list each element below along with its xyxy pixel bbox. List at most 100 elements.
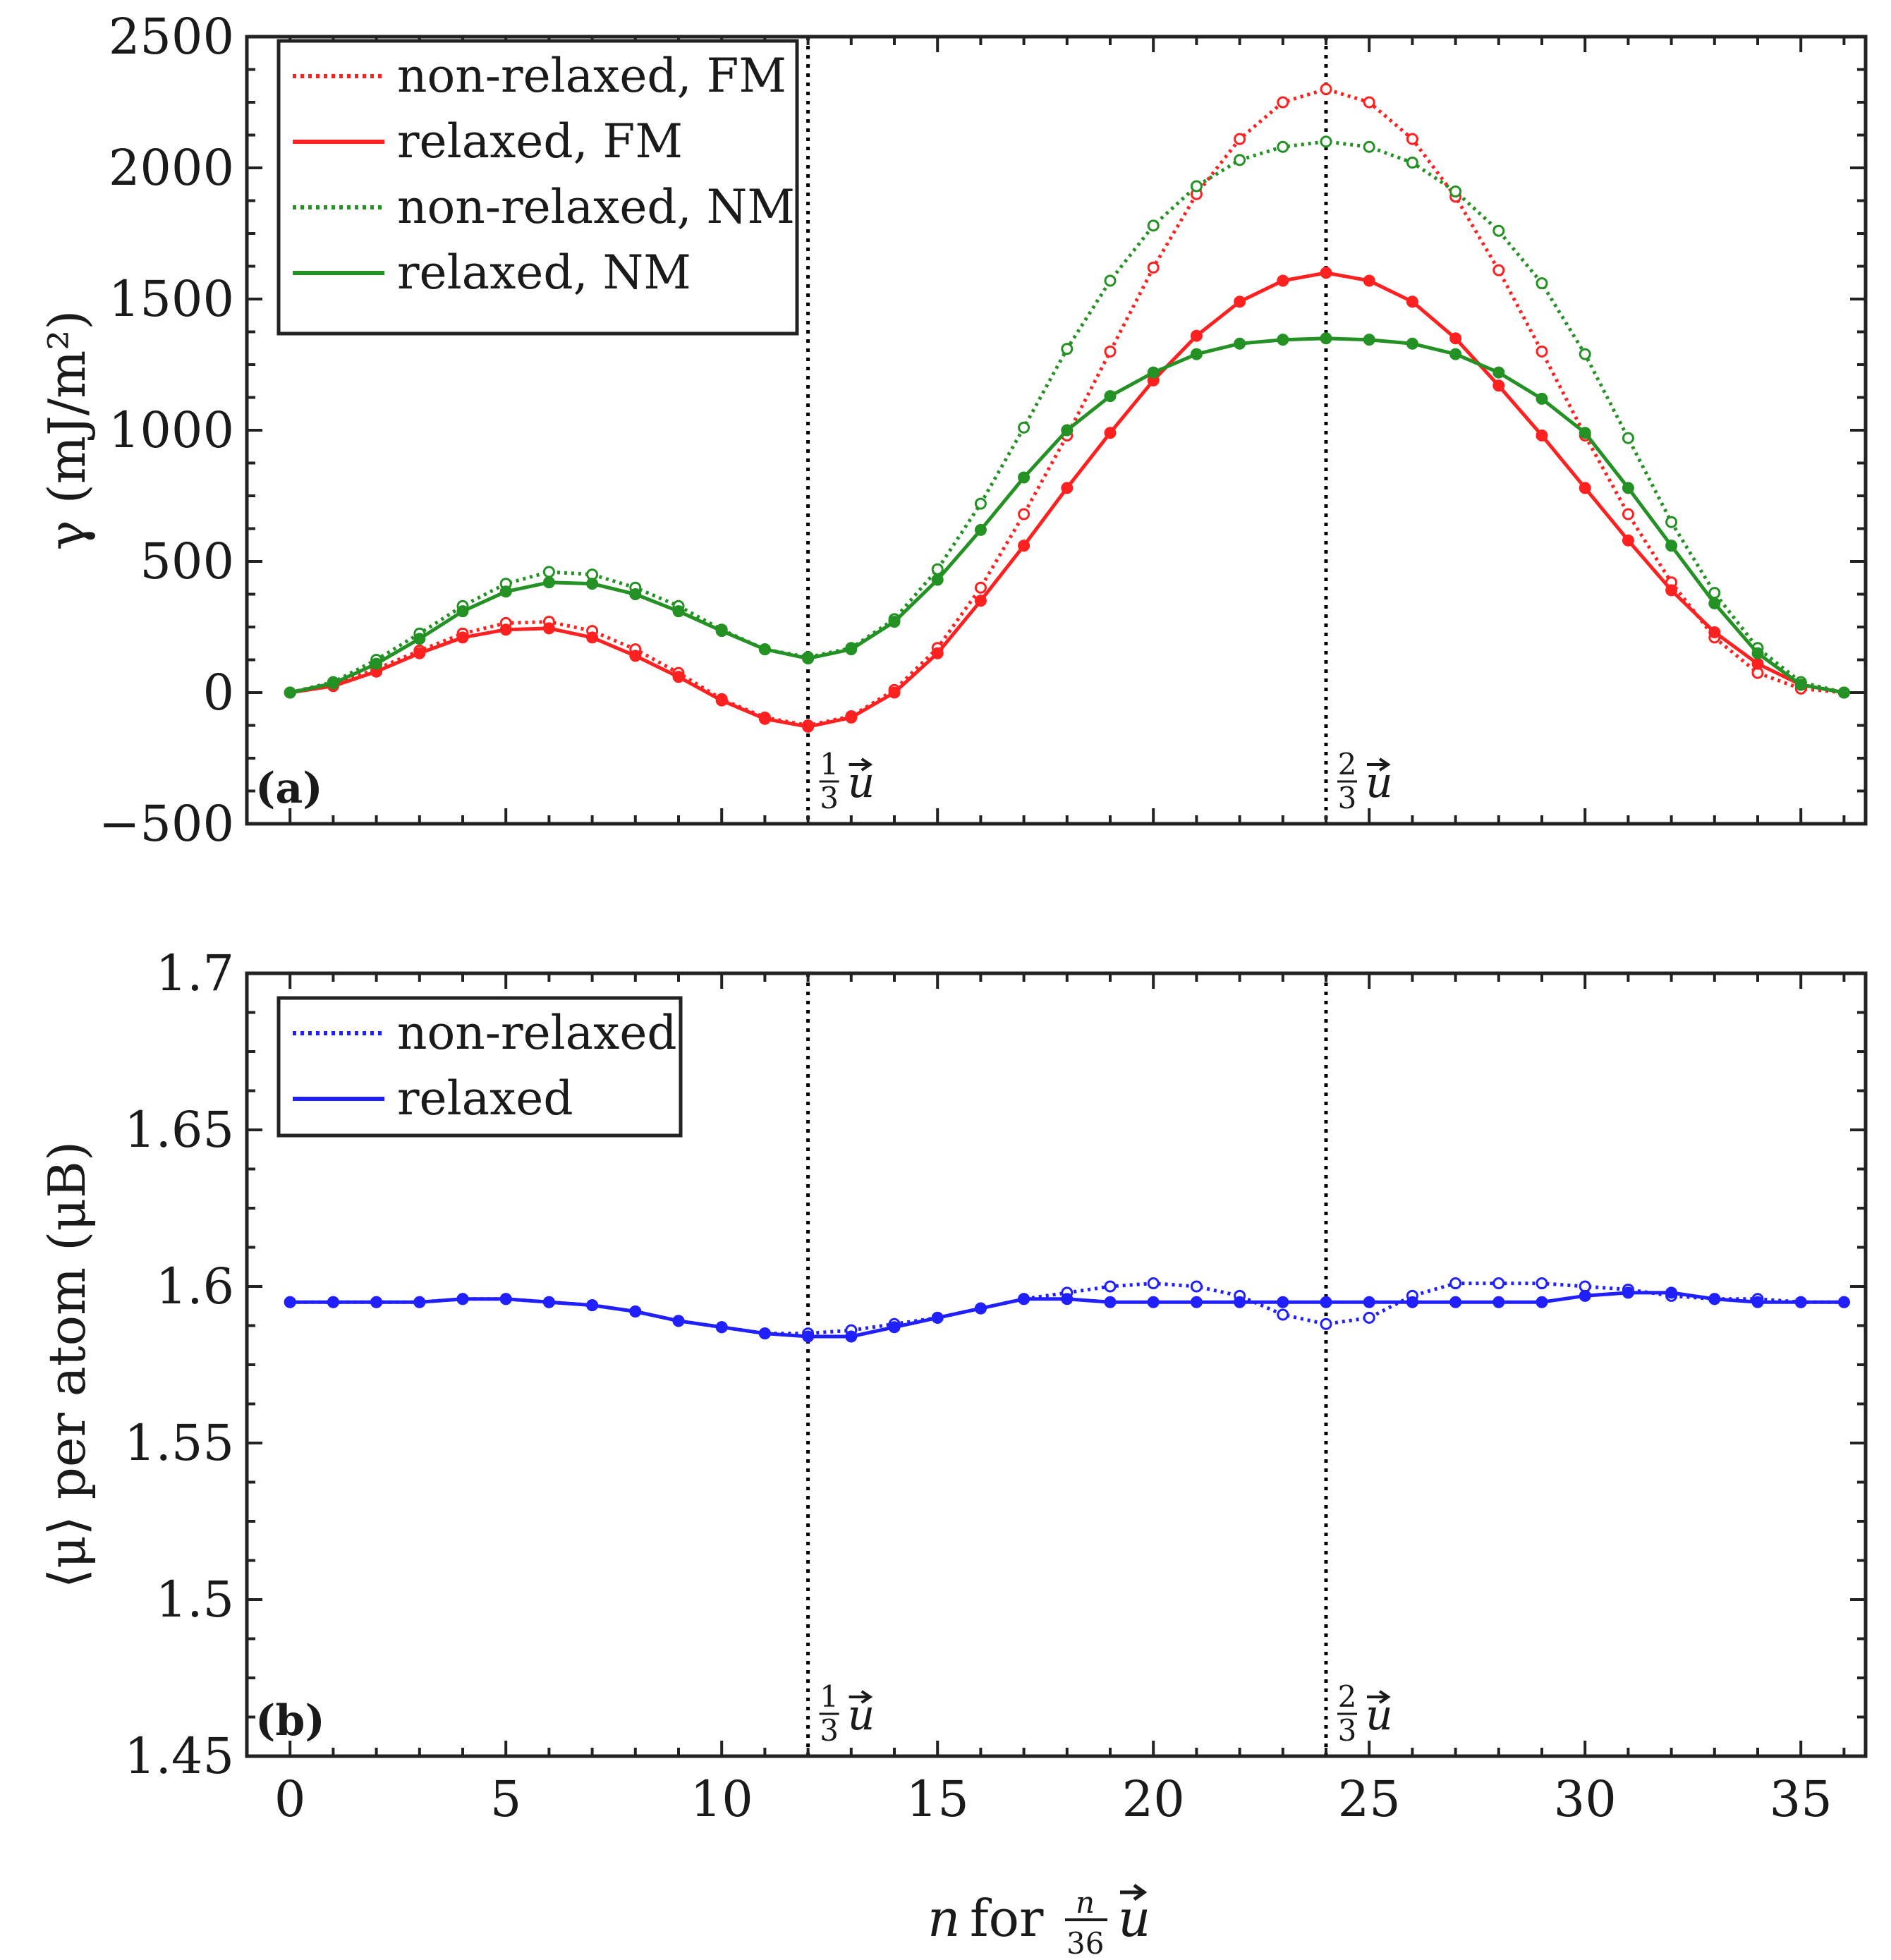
data-point	[802, 1330, 815, 1343]
data-point	[1018, 540, 1030, 552]
data-point	[586, 578, 599, 590]
vector-arrow	[849, 1690, 873, 1704]
data-point	[1579, 1289, 1591, 1302]
data-point	[758, 712, 771, 725]
data-point	[1622, 1286, 1634, 1299]
data-point	[370, 657, 383, 670]
x-tick-label: 25	[1338, 1770, 1401, 1828]
data-point	[456, 631, 469, 644]
y-tick-label: 1500	[109, 270, 234, 328]
data-point	[1492, 1296, 1505, 1308]
y-tick-label: 1.45	[124, 1727, 234, 1785]
data-point	[845, 711, 858, 724]
data-point	[542, 622, 555, 635]
data-point	[1147, 366, 1160, 379]
data-point	[1234, 1296, 1246, 1308]
x-tick-label: 5	[490, 1770, 522, 1828]
data-point	[542, 566, 555, 578]
y-tick-label: 1.65	[124, 1101, 234, 1159]
data-point	[1406, 337, 1418, 350]
data-point	[672, 1315, 685, 1327]
frac-num: 2	[1338, 1679, 1357, 1714]
y-tick-label: −500	[99, 795, 234, 853]
data-point	[1579, 482, 1591, 494]
data-point	[456, 605, 469, 618]
x-tick-label: 15	[906, 1770, 969, 1828]
data-point	[1190, 180, 1203, 193]
data-point	[802, 720, 815, 733]
data-point	[1104, 1296, 1117, 1308]
frac-num: 2	[1338, 747, 1357, 781]
data-point	[1622, 432, 1634, 444]
data-point	[802, 652, 815, 665]
vector-arrow	[1367, 757, 1391, 772]
legend: non-relaxed, FM relaxed, FM non-relaxed, N…	[276, 39, 799, 336]
frac-den: 3	[820, 781, 839, 815]
data-point	[715, 694, 728, 707]
data-point	[586, 1299, 599, 1312]
data-point	[629, 588, 642, 600]
frac-den: 3	[1338, 781, 1357, 815]
data-point	[1320, 135, 1332, 148]
data-point	[1061, 482, 1074, 494]
legend-label-1: non-relaxed, FM	[397, 49, 786, 103]
data-point	[1104, 390, 1117, 403]
data-point	[1449, 348, 1462, 360]
y-tick-label: 500	[140, 532, 234, 590]
legend-label-2: relaxed, FM	[397, 114, 683, 169]
data-point	[1363, 1296, 1375, 1308]
data-point	[1104, 274, 1117, 287]
vector-arrow	[849, 757, 873, 772]
y-tick-label: 1000	[109, 401, 234, 459]
u-vector: u	[848, 758, 875, 808]
data-point	[1751, 1296, 1764, 1308]
y-tick-label: 0	[202, 664, 234, 722]
data-point	[1837, 1296, 1850, 1308]
data-point	[1492, 1277, 1505, 1290]
data-point	[715, 625, 728, 638]
svg-text:n: n	[928, 1889, 960, 1948]
data-point	[1277, 140, 1289, 153]
data-point	[1449, 1277, 1462, 1290]
svg-text:n: n	[1076, 1885, 1095, 1920]
data-point	[1018, 421, 1030, 434]
data-point	[845, 1330, 858, 1343]
data-point	[974, 581, 987, 594]
data-point	[1579, 427, 1591, 439]
y-tick-label: 1.5	[156, 1571, 234, 1629]
data-point	[327, 1296, 339, 1308]
data-point	[629, 650, 642, 662]
data-point	[672, 605, 685, 618]
legend-label-2: relaxed	[397, 1071, 573, 1126]
data-point	[1190, 329, 1203, 342]
data-point	[1665, 584, 1678, 597]
data-point	[1363, 1311, 1375, 1324]
data-point	[1363, 274, 1375, 287]
frac-num: 1	[820, 747, 839, 781]
data-point	[1104, 345, 1117, 358]
data-point	[931, 1311, 944, 1324]
data-point	[974, 497, 987, 510]
data-point	[1147, 1277, 1160, 1290]
legend-label-4: relaxed, NM	[397, 245, 691, 300]
y-tick-label: 1.7	[156, 944, 234, 1002]
data-point	[327, 677, 339, 690]
data-point	[1104, 427, 1117, 439]
data-point	[1277, 1308, 1289, 1321]
data-point	[456, 1293, 469, 1305]
data-point	[1147, 219, 1160, 232]
panel-label: (b)	[255, 1696, 325, 1746]
data-point	[1320, 83, 1332, 95]
data-point	[413, 1296, 426, 1308]
legend-label-1: non-relaxed	[397, 1006, 677, 1060]
frac-den: 3	[820, 1713, 839, 1748]
x-tick-label: 35	[1770, 1770, 1832, 1828]
data-point	[1061, 424, 1074, 437]
data-point	[1492, 366, 1505, 379]
legend-box	[276, 39, 799, 336]
x-tick-label: 0	[274, 1770, 306, 1828]
data-point	[586, 631, 599, 644]
data-point	[715, 1321, 728, 1334]
data-point	[1665, 516, 1678, 528]
data-point	[1622, 534, 1634, 547]
